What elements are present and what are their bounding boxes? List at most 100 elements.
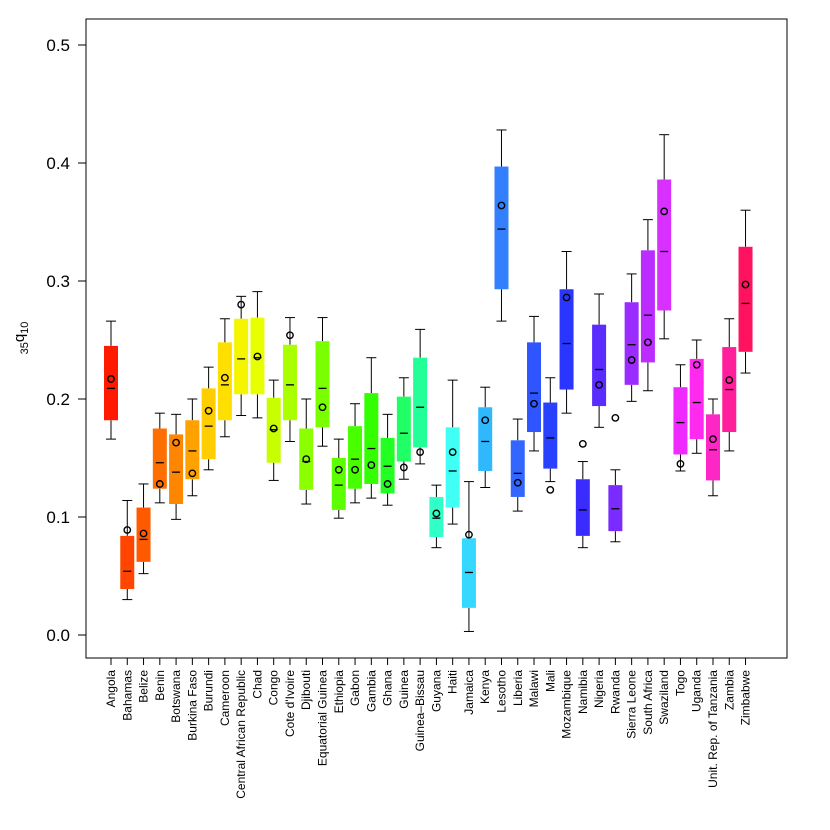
observed-point: [286, 331, 294, 340]
box-35: [673, 364, 688, 472]
iqr-box: [282, 344, 297, 421]
box-13: [315, 317, 330, 447]
x-tick-label: Namibia: [576, 670, 590, 714]
iqr-box: [624, 302, 639, 385]
plot-frame: [85, 18, 788, 659]
box-12: [299, 398, 314, 505]
observed-point: [578, 439, 587, 448]
box-22: [461, 481, 476, 632]
x-tick-label: Chad: [250, 670, 264, 699]
box-33: [640, 219, 655, 392]
observed-point: [399, 463, 408, 472]
box-18: [396, 377, 411, 480]
x-tick-label: Gabon: [348, 670, 362, 706]
observed-point: [155, 480, 164, 488]
observed-point: [172, 438, 180, 447]
y-tick-label: 0.2: [46, 390, 70, 409]
box-5: [185, 398, 200, 497]
x-tick-label: Guinea: [397, 670, 411, 709]
x-tick-label: Rwanda: [608, 670, 622, 714]
iqr-box: [592, 324, 607, 407]
x-tick-label: Sierra Leone: [625, 670, 639, 739]
observed-point: [269, 424, 278, 433]
y-tick-label: 0.4: [46, 154, 70, 173]
observed-point: [334, 465, 343, 474]
x-tick-label: Nigeria: [592, 670, 606, 708]
box-25: [510, 418, 525, 512]
x-tick-label: Guyana: [429, 670, 443, 712]
boxes: [104, 129, 753, 632]
observed-point: [660, 207, 669, 216]
iqr-box: [331, 458, 346, 510]
iqr-box: [185, 420, 200, 480]
observed-point: [237, 300, 246, 309]
observed-point: [513, 478, 522, 487]
box-28: [559, 251, 574, 414]
observed-point: [562, 293, 571, 302]
observed-point: [465, 530, 473, 539]
x-tick-label: Angola: [104, 670, 118, 708]
y-tick-label: 0.5: [46, 36, 70, 55]
y-axis-label-base: q: [11, 334, 28, 342]
svg-text:35q10: 35q10: [11, 322, 31, 355]
iqr-box: [673, 387, 688, 455]
box-39: [738, 209, 753, 374]
x-tick-label: Djibouti: [299, 670, 313, 710]
iqr-box: [136, 507, 151, 562]
iqr-box: [120, 535, 135, 589]
iqr-box: [250, 317, 265, 395]
observed-point: [351, 465, 359, 474]
x-tick-label: Lesotho: [494, 670, 508, 713]
observed-point: [595, 380, 603, 389]
observed-point: [220, 373, 229, 382]
y-tick-label: 0.0: [46, 626, 70, 645]
iqr-box: [559, 289, 574, 390]
iqr-box: [201, 388, 216, 460]
box-2: [136, 483, 151, 575]
iqr-box: [575, 479, 590, 536]
iqr-box: [527, 342, 542, 433]
iqr-box: [152, 428, 167, 489]
box-30: [592, 293, 607, 428]
box-16: [364, 357, 379, 499]
box-29: [575, 439, 590, 549]
y-axis-label-postsub: 10: [19, 322, 31, 334]
box-10: [266, 379, 281, 481]
box-27: [543, 377, 558, 494]
observed-point: [481, 416, 490, 425]
box-15: [348, 403, 363, 504]
x-tick-label: Equatorial Guinea: [316, 670, 330, 766]
x-tick-label: Botswana: [169, 670, 183, 723]
observed-point: [448, 448, 457, 456]
observed-point: [497, 201, 506, 210]
observed-point: [546, 485, 555, 494]
iqr-box: [364, 393, 379, 484]
box-4: [169, 413, 184, 520]
box-7: [217, 318, 232, 438]
observed-point: [692, 360, 701, 369]
iqr-box: [705, 414, 720, 481]
observed-point: [741, 280, 750, 289]
iqr-box: [104, 345, 118, 421]
iqr-box: [657, 179, 672, 311]
box-38: [722, 318, 737, 452]
iqr-box: [543, 402, 558, 469]
iqr-box: [396, 396, 411, 462]
x-tick-label: Central African Republic: [234, 670, 248, 799]
box-8: [234, 295, 249, 417]
x-tick-label: Guinea–Bissau: [413, 670, 427, 751]
box-9: [250, 291, 265, 419]
x-tick-label: Zambia: [722, 670, 736, 710]
x-tick-label: Zimbabwe: [739, 670, 753, 726]
box-1: [120, 499, 135, 601]
x-tick-label: Ethiopia: [332, 670, 346, 714]
observed-point: [318, 403, 327, 412]
x-tick-label: Uganda: [690, 670, 704, 712]
iqr-box: [413, 357, 428, 448]
y-axis-label-presub: 35: [19, 342, 31, 354]
iqr-box: [640, 250, 655, 363]
box-26: [527, 315, 542, 452]
iqr-box: [348, 426, 363, 489]
x-tick-label: Mozambique: [560, 670, 574, 739]
box-21: [445, 379, 460, 525]
